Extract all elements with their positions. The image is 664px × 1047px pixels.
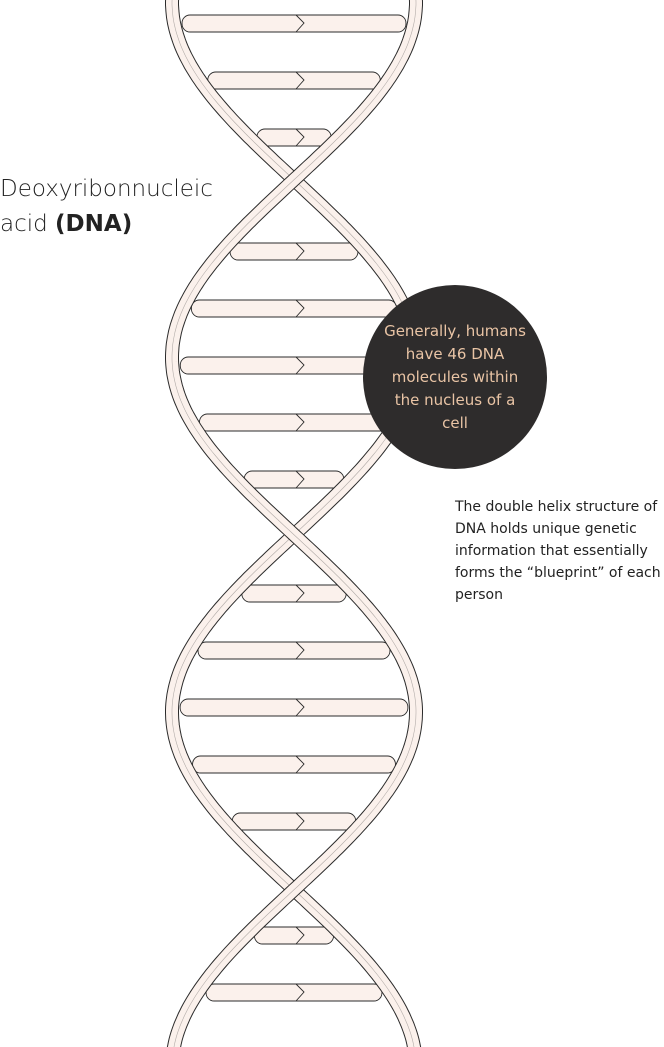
rung-chevron [295,299,305,318]
rung-bar [197,641,391,660]
helix-description: The double helix structure of DNA holds … [455,499,661,603]
base-pair-rung [231,812,357,831]
title-dna-abbreviation: (DNA) [55,211,133,237]
rung-chevron [295,641,305,660]
base-pair-rung [205,983,383,1002]
rung-chevron [295,812,305,831]
strand-b-fill [166,0,422,1047]
base-pair-rung [179,356,409,375]
rung-bar [241,584,347,603]
rung-chevron [295,983,305,1002]
helix-strands [165,0,423,1047]
rung-chevron [295,755,305,774]
base-pair-rung [179,698,409,717]
rung-bar [190,299,398,318]
dna-count-callout: Generally, humans have 46 DNA molecules … [363,285,547,469]
rung-chevron [295,242,305,261]
rung-chevron [295,413,305,432]
rung-chevron [295,14,305,33]
rung-chevron [295,470,305,489]
base-pair-rung [241,584,347,603]
rung-chevron [295,926,305,945]
diagram-title: Deoxyribonnucleic acid (DNA) [0,172,213,242]
rung-bar [205,983,383,1002]
title-line-2: acid (DNA) [0,207,213,242]
rung-bar [231,812,357,831]
rung-chevron [295,584,305,603]
rung-bar [229,242,359,261]
base-pair-rung [207,71,381,90]
strand-a-center-line [171,0,417,1047]
base-pair-rung [192,755,396,774]
rung-bar [181,14,407,33]
rung-bar [192,755,396,774]
rung-bar [199,413,389,432]
rung-bar [256,128,332,147]
base-pair-rung [197,641,391,660]
rung-chevron [295,698,305,717]
rung-bar [179,698,409,717]
strand-a-fill [166,0,422,1047]
base-pair-rung [243,470,345,489]
rung-bar [243,470,345,489]
base-pair-rung [256,128,332,147]
base-pair-rung [190,299,398,318]
callout-text: Generally, humans have 46 DNA molecules … [384,321,526,432]
title-line-1: Deoxyribonnucleic [0,176,213,202]
base-pair-rung [199,413,389,432]
base-pair-rung [254,926,334,945]
title-prefix: acid [0,211,56,237]
base-pair-rung [229,242,359,261]
rung-chevron [295,128,305,147]
rung-bar [207,71,381,90]
base-pair-rungs [179,14,409,1002]
rung-bar [254,926,334,945]
rung-chevron [295,71,305,90]
base-pair-rung [181,14,407,33]
strand-b-center-line [171,0,417,1047]
rung-chevron [295,356,305,375]
